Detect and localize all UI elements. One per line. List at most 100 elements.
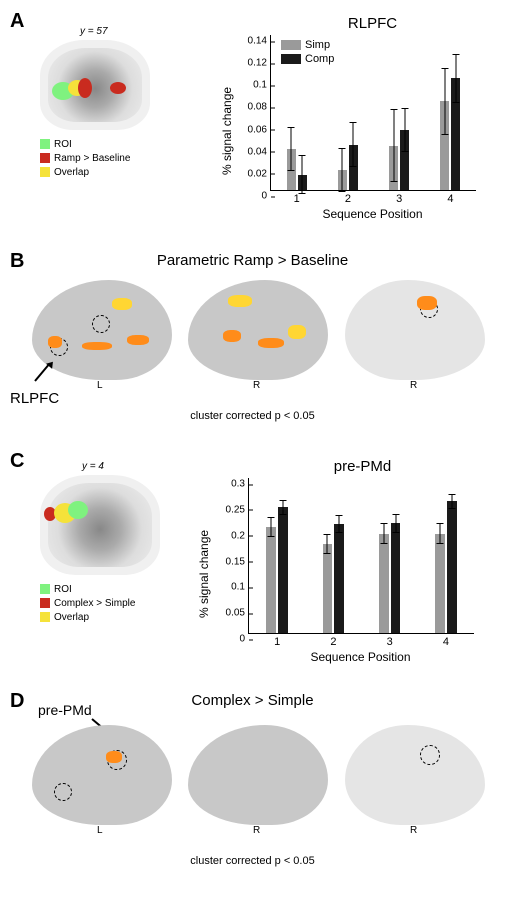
ytick: 0 bbox=[237, 191, 271, 202]
roi-blob-c bbox=[68, 501, 88, 519]
error-bar bbox=[342, 148, 343, 192]
ytick: 0.12 bbox=[237, 58, 271, 69]
legend-roi-c: ROI bbox=[54, 584, 72, 595]
bar bbox=[323, 544, 333, 633]
bar bbox=[266, 527, 276, 633]
roi-circle-d3 bbox=[420, 745, 440, 765]
brain-label-l: L bbox=[97, 380, 103, 391]
roi-circle-d1 bbox=[54, 783, 72, 801]
ytick: 0.25 bbox=[215, 504, 249, 515]
plot-area-c: 00.050.10.150.20.250.31234 bbox=[248, 478, 474, 634]
ytick: 0.1 bbox=[215, 582, 249, 593]
error-bar bbox=[395, 514, 396, 533]
error-bar bbox=[291, 127, 292, 171]
legend-overlap-c: Overlap bbox=[54, 612, 89, 623]
panel-c: y = 4 ROI Complex > Simple Overlap pre-P… bbox=[10, 450, 495, 680]
act-br3 bbox=[258, 338, 284, 348]
ramp-blob bbox=[78, 78, 92, 98]
bar bbox=[391, 523, 401, 633]
bar bbox=[334, 524, 344, 633]
legend-comp: Comp bbox=[305, 53, 334, 65]
brain-label-r1: R bbox=[253, 380, 260, 391]
ytick: 0.02 bbox=[237, 168, 271, 179]
ytick: 0.1 bbox=[237, 80, 271, 91]
error-bar bbox=[455, 54, 456, 103]
legend-simp: Simp bbox=[305, 39, 330, 51]
panel-b-title: Parametric Ramp > Baseline bbox=[10, 252, 495, 269]
chart-a-legend: Simp Comp bbox=[281, 39, 334, 67]
xtick: 3 bbox=[387, 633, 393, 648]
plot-area-a: Simp Comp 00.020.040.060.080.10.120.1412… bbox=[270, 35, 476, 191]
chart-a: RLPFC % signal change Simp Comp 00.020.0… bbox=[220, 15, 485, 225]
legend-a: ROI Ramp > Baseline Overlap bbox=[40, 138, 150, 180]
xtick: 4 bbox=[447, 190, 453, 205]
error-bar bbox=[393, 109, 394, 182]
coronal-brain-c: y = 4 ROI Complex > Simple Overlap bbox=[40, 475, 160, 625]
error-bar bbox=[327, 534, 328, 555]
ytick: 0.2 bbox=[215, 530, 249, 541]
panel-b-caption: cluster corrected p < 0.05 bbox=[10, 410, 495, 422]
rlpfc-arrow-label: RLPFC bbox=[10, 390, 59, 407]
figure: A y = 57 ROI Ramp > Baseline Overlap RLP… bbox=[10, 10, 495, 914]
act-b-rlpfc bbox=[48, 336, 62, 348]
bar bbox=[435, 534, 445, 633]
roi-circle-b2 bbox=[92, 315, 110, 333]
coronal-y-c: y = 4 bbox=[82, 461, 104, 472]
brain-d-left: L bbox=[32, 725, 172, 825]
xtick: 4 bbox=[443, 633, 449, 648]
chart-a-title: RLPFC bbox=[260, 15, 485, 32]
error-bar bbox=[339, 515, 340, 534]
chart-c-ylabel: % signal change bbox=[197, 530, 211, 618]
brain-b-medial: R bbox=[345, 280, 485, 380]
coronal-y-a: y = 57 bbox=[80, 26, 108, 37]
ytick: 0.04 bbox=[237, 146, 271, 157]
legend-c: ROI Complex > Simple Overlap bbox=[40, 583, 160, 625]
legend-roi: ROI bbox=[54, 139, 72, 150]
brain-label-dl: L bbox=[97, 825, 103, 836]
panel-d-caption: cluster corrected p < 0.05 bbox=[10, 855, 495, 867]
ytick: 0.05 bbox=[215, 608, 249, 619]
act-b2 bbox=[82, 342, 112, 350]
act-br2 bbox=[223, 330, 241, 342]
error-bar bbox=[444, 68, 445, 134]
act-br1 bbox=[228, 295, 252, 307]
error-bar bbox=[383, 523, 384, 544]
xtick: 1 bbox=[294, 190, 300, 205]
xtick: 3 bbox=[396, 190, 402, 205]
error-bar bbox=[283, 500, 284, 516]
act-br4 bbox=[288, 325, 306, 339]
error-bar bbox=[271, 517, 272, 538]
brain-d-medial: R bbox=[345, 725, 485, 825]
panel-b: Parametric Ramp > Baseline L R bbox=[10, 250, 495, 445]
xtick: 1 bbox=[274, 633, 280, 648]
xtick: 2 bbox=[330, 633, 336, 648]
bar bbox=[447, 501, 457, 633]
ytick: 0.14 bbox=[237, 36, 271, 47]
ytick: 0.15 bbox=[215, 556, 249, 567]
legend-ramp: Ramp > Baseline bbox=[54, 153, 130, 164]
brain-label-r2: R bbox=[410, 380, 417, 391]
act-d-prepmd bbox=[106, 751, 122, 763]
brain-b-right: R bbox=[188, 280, 328, 380]
chart-c-title: pre-PMd bbox=[240, 458, 485, 475]
coronal-brain-a: y = 57 ROI Ramp > Baseline Overlap bbox=[40, 40, 150, 180]
act-b3 bbox=[127, 335, 149, 345]
chart-c: pre-PMd % signal change 00.050.10.150.20… bbox=[200, 458, 485, 668]
prepmd-arrow-label: pre-PMd bbox=[38, 702, 92, 718]
panel-d: Complex > Simple pre-PMd L R R cluster c… bbox=[10, 690, 495, 890]
brain-d-right: R bbox=[188, 725, 328, 825]
act-bm1 bbox=[417, 296, 437, 310]
ytick: 0.08 bbox=[237, 102, 271, 113]
legend-complex-c: Complex > Simple bbox=[54, 598, 135, 609]
error-bar bbox=[451, 494, 452, 510]
panel-a: y = 57 ROI Ramp > Baseline Overlap RLPFC… bbox=[10, 10, 495, 235]
error-bar bbox=[302, 155, 303, 195]
error-bar bbox=[404, 108, 405, 152]
chart-c-xlabel: Sequence Position bbox=[248, 650, 473, 664]
chart-a-xlabel: Sequence Position bbox=[270, 207, 475, 221]
xtick: 2 bbox=[345, 190, 351, 205]
ytick: 0.3 bbox=[215, 479, 249, 490]
ytick: 0.06 bbox=[237, 124, 271, 135]
brain-label-dr2: R bbox=[410, 825, 417, 836]
legend-overlap: Overlap bbox=[54, 167, 89, 178]
